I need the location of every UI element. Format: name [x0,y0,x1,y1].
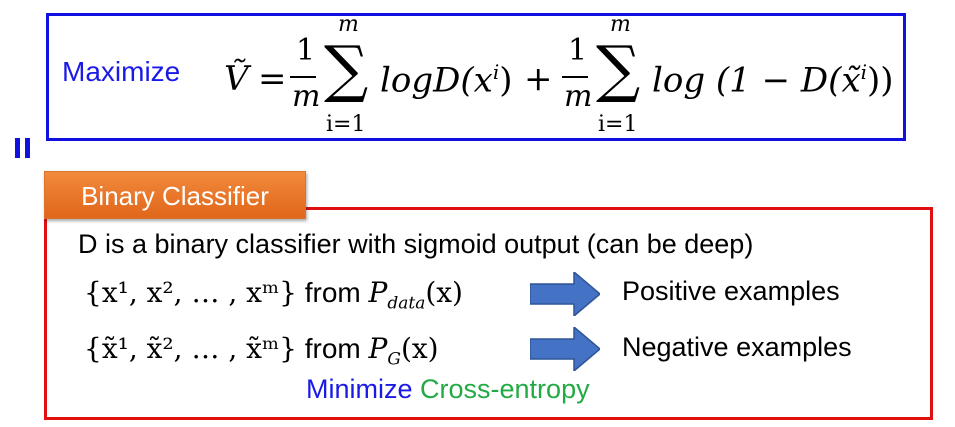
positive-row: {x¹, x², … , xᵐ} from Pdata(x) [84,276,463,314]
term2-close: )) [867,60,894,101]
positive-dist: P [368,276,388,309]
formula-lhs: Ṽ [224,59,249,99]
positive-from: from [304,277,361,308]
right-arrow-icon [530,272,600,316]
objective-box [46,13,906,141]
sum1-upper: m [338,12,359,37]
frac1-line [290,76,316,78]
term1: logD(xi) [380,62,512,97]
side-mark-bar-left [15,138,20,158]
negative-from: from [304,333,361,364]
objective-formula: Ṽ = 1 m m ∑ i=1 logD(xi) + 1 m m ∑ i=1 l… [218,10,898,140]
formula-plus: + [524,59,553,99]
maximize-label: Maximize [62,56,181,87]
term2-body: log (1 − D(x̃ [652,60,861,101]
term1-body: logD(x [380,60,493,101]
positive-set: {x¹, x², … , xᵐ} [84,276,297,309]
sum1-sigma: ∑ [324,32,369,105]
negative-dist-sub: G [387,349,401,370]
minimize-cross-entropy: Minimize Cross-entropy [306,374,590,405]
frac2-line [562,76,588,78]
negative-set: {x̃¹, x̃², … , x̃ᵐ} [84,332,297,365]
sum2-sigma: ∑ [596,32,641,105]
formula-equals: = [258,59,287,99]
frac1-numerator: 1 [296,33,316,68]
term2-sup: i [860,60,868,84]
positive-examples-label: Positive examples [622,276,840,306]
sum2-lower: i=1 [598,112,638,137]
classifier-box [44,207,933,420]
negative-dist: P [368,332,388,365]
sum2-upper: m [610,12,631,37]
right-arrow-icon [530,327,600,371]
frac2-numerator: 1 [568,33,588,68]
term1-sup: i [492,60,500,84]
side-mark-icon [15,138,30,158]
positive-dist-sub: data [387,293,426,314]
term2: log (1 − D(x̃i)) [652,62,894,97]
side-mark-bar-right [25,138,30,158]
positive-dist-arg: (x) [425,276,463,309]
sum1-lower: i=1 [326,112,366,137]
frac2-denominator: m [564,79,593,114]
cross-entropy-label: Cross-entropy [420,374,590,404]
binary-classifier-badge: Binary Classifier [44,171,306,219]
negative-row: {x̃¹, x̃², … , x̃ᵐ} from PG(x) [84,332,439,370]
negative-dist-arg: (x) [400,332,439,365]
frac1-denominator: m [292,79,321,114]
minimize-label: Minimize [306,374,413,404]
term1-close: ) [499,60,513,101]
negative-examples-label: Negative examples [622,332,852,362]
classifier-description: D is a binary classifier with sigmoid ou… [78,229,754,259]
